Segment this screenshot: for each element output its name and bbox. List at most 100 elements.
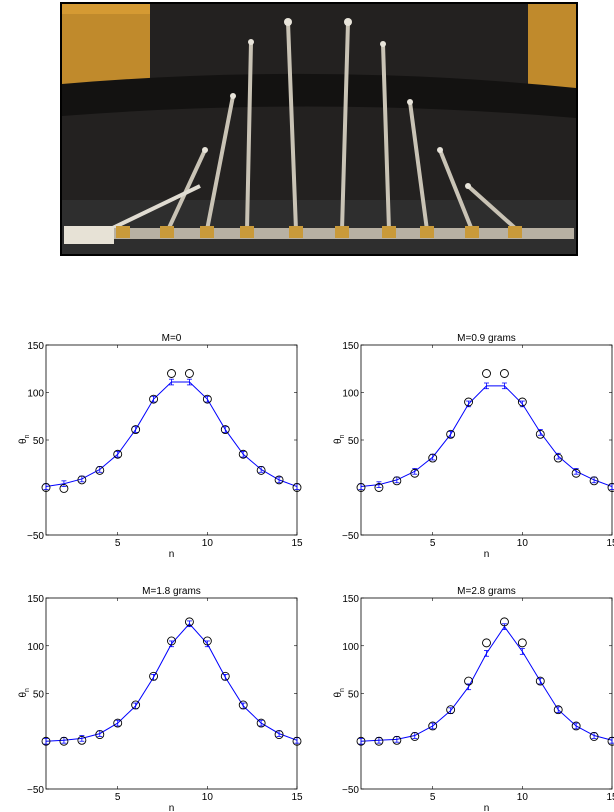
- data-point: [356, 736, 366, 746]
- y-axis-label-subscript: n: [339, 688, 346, 692]
- chart-title: M=0: [162, 333, 182, 344]
- data-point: [428, 721, 438, 731]
- data-point: [149, 394, 159, 404]
- data-point: [374, 736, 384, 746]
- photo-left-wood: [62, 4, 150, 84]
- x-tick-label: 10: [202, 792, 214, 803]
- y-tick-label: 100: [342, 642, 359, 653]
- data-point: [446, 705, 456, 715]
- data-point: [482, 369, 491, 378]
- error-bar: [294, 737, 300, 744]
- data-point: [607, 736, 614, 746]
- data-point: [356, 483, 366, 492]
- y-axis-label-subscript: n: [24, 688, 31, 692]
- data-point: [292, 736, 302, 746]
- data-point: [95, 730, 105, 740]
- data-point: [392, 476, 402, 486]
- plot-area: [360, 597, 613, 790]
- data-point: [131, 425, 141, 434]
- chart-title: M=2.8 grams: [457, 586, 516, 597]
- y-tick-label: −50: [342, 785, 359, 796]
- data-point: [410, 468, 420, 478]
- y-tick-label: 100: [342, 389, 359, 400]
- error-bar: [222, 426, 228, 433]
- series-model-line: [360, 385, 613, 488]
- data-point: [77, 735, 87, 745]
- chart-title: M=1.8 grams: [142, 586, 201, 597]
- error-bar: [376, 481, 382, 488]
- error-bar: [484, 650, 489, 657]
- data-point: [392, 735, 402, 745]
- y-tick-label: 150: [27, 341, 44, 352]
- chart-title: M=0.9 grams: [457, 333, 516, 344]
- y-tick-label: 150: [342, 341, 359, 352]
- y-axis-label-subscript: n: [24, 434, 31, 438]
- error-bar: [240, 450, 246, 458]
- error-bar: [591, 476, 597, 484]
- data-point: [374, 483, 384, 492]
- error-bar: [169, 378, 174, 386]
- error-bar: [448, 431, 454, 438]
- data-point: [607, 483, 614, 492]
- photo-left-wood-edge: [62, 4, 150, 14]
- data-point: [59, 736, 69, 746]
- y-axis-label-subscript: n: [339, 434, 346, 438]
- data-point: [184, 369, 194, 378]
- y-axis-label-symbol: θ: [18, 438, 29, 444]
- data-point: [220, 671, 230, 681]
- data-point: [571, 468, 581, 478]
- data-point: [482, 638, 491, 648]
- x-tick-label: 10: [517, 792, 529, 803]
- data-point: [464, 397, 474, 407]
- y-tick-label: 150: [27, 594, 44, 605]
- data-point: [535, 429, 545, 439]
- data-point: [238, 700, 248, 710]
- error-bar: [537, 677, 543, 685]
- error-bar: [430, 722, 436, 730]
- x-axis-label: n: [169, 549, 175, 560]
- x-tick-label: 10: [202, 538, 214, 549]
- data-point: [274, 730, 284, 740]
- y-tick-label: 50: [33, 690, 45, 701]
- error-bar: [358, 737, 364, 745]
- y-tick-label: 50: [33, 436, 45, 447]
- data-point: [256, 465, 266, 475]
- error-bar: [186, 378, 192, 386]
- data-point: [59, 484, 69, 493]
- x-tick-label: 5: [115, 792, 121, 803]
- pendulum-array-photo: [60, 2, 578, 256]
- data-point: [464, 676, 474, 686]
- error-bar: [555, 706, 561, 713]
- y-axis-label: θn: [18, 434, 31, 444]
- error-bar: [258, 719, 264, 727]
- data-point: [167, 369, 176, 378]
- error-bar: [501, 382, 507, 390]
- error-bar: [169, 640, 174, 648]
- data-point: [517, 397, 527, 407]
- error-bar: [501, 623, 507, 630]
- data-point: [256, 718, 266, 728]
- y-axis-label-symbol: θ: [18, 692, 29, 698]
- y-axis-label: θn: [333, 434, 346, 444]
- data-point: [535, 676, 545, 686]
- error-bar: [294, 483, 300, 490]
- data-point: [499, 617, 509, 627]
- error-bar: [115, 719, 121, 727]
- y-axis-label: θn: [333, 688, 346, 698]
- photo-left-clamp: [64, 226, 114, 244]
- x-tick-label: 5: [430, 792, 436, 803]
- data-point: [553, 705, 563, 715]
- data-point: [184, 617, 194, 627]
- data-point: [77, 475, 87, 485]
- error-bar: [204, 395, 210, 403]
- data-point: [41, 483, 51, 492]
- data-point: [553, 453, 563, 463]
- plot-area: [45, 344, 298, 536]
- data-point: [220, 425, 230, 434]
- photo-base-bar: [64, 228, 574, 239]
- x-tick-label: 5: [430, 538, 436, 549]
- data-point: [428, 453, 438, 463]
- x-axis-label: n: [484, 549, 490, 560]
- x-tick-label: 10: [517, 538, 529, 549]
